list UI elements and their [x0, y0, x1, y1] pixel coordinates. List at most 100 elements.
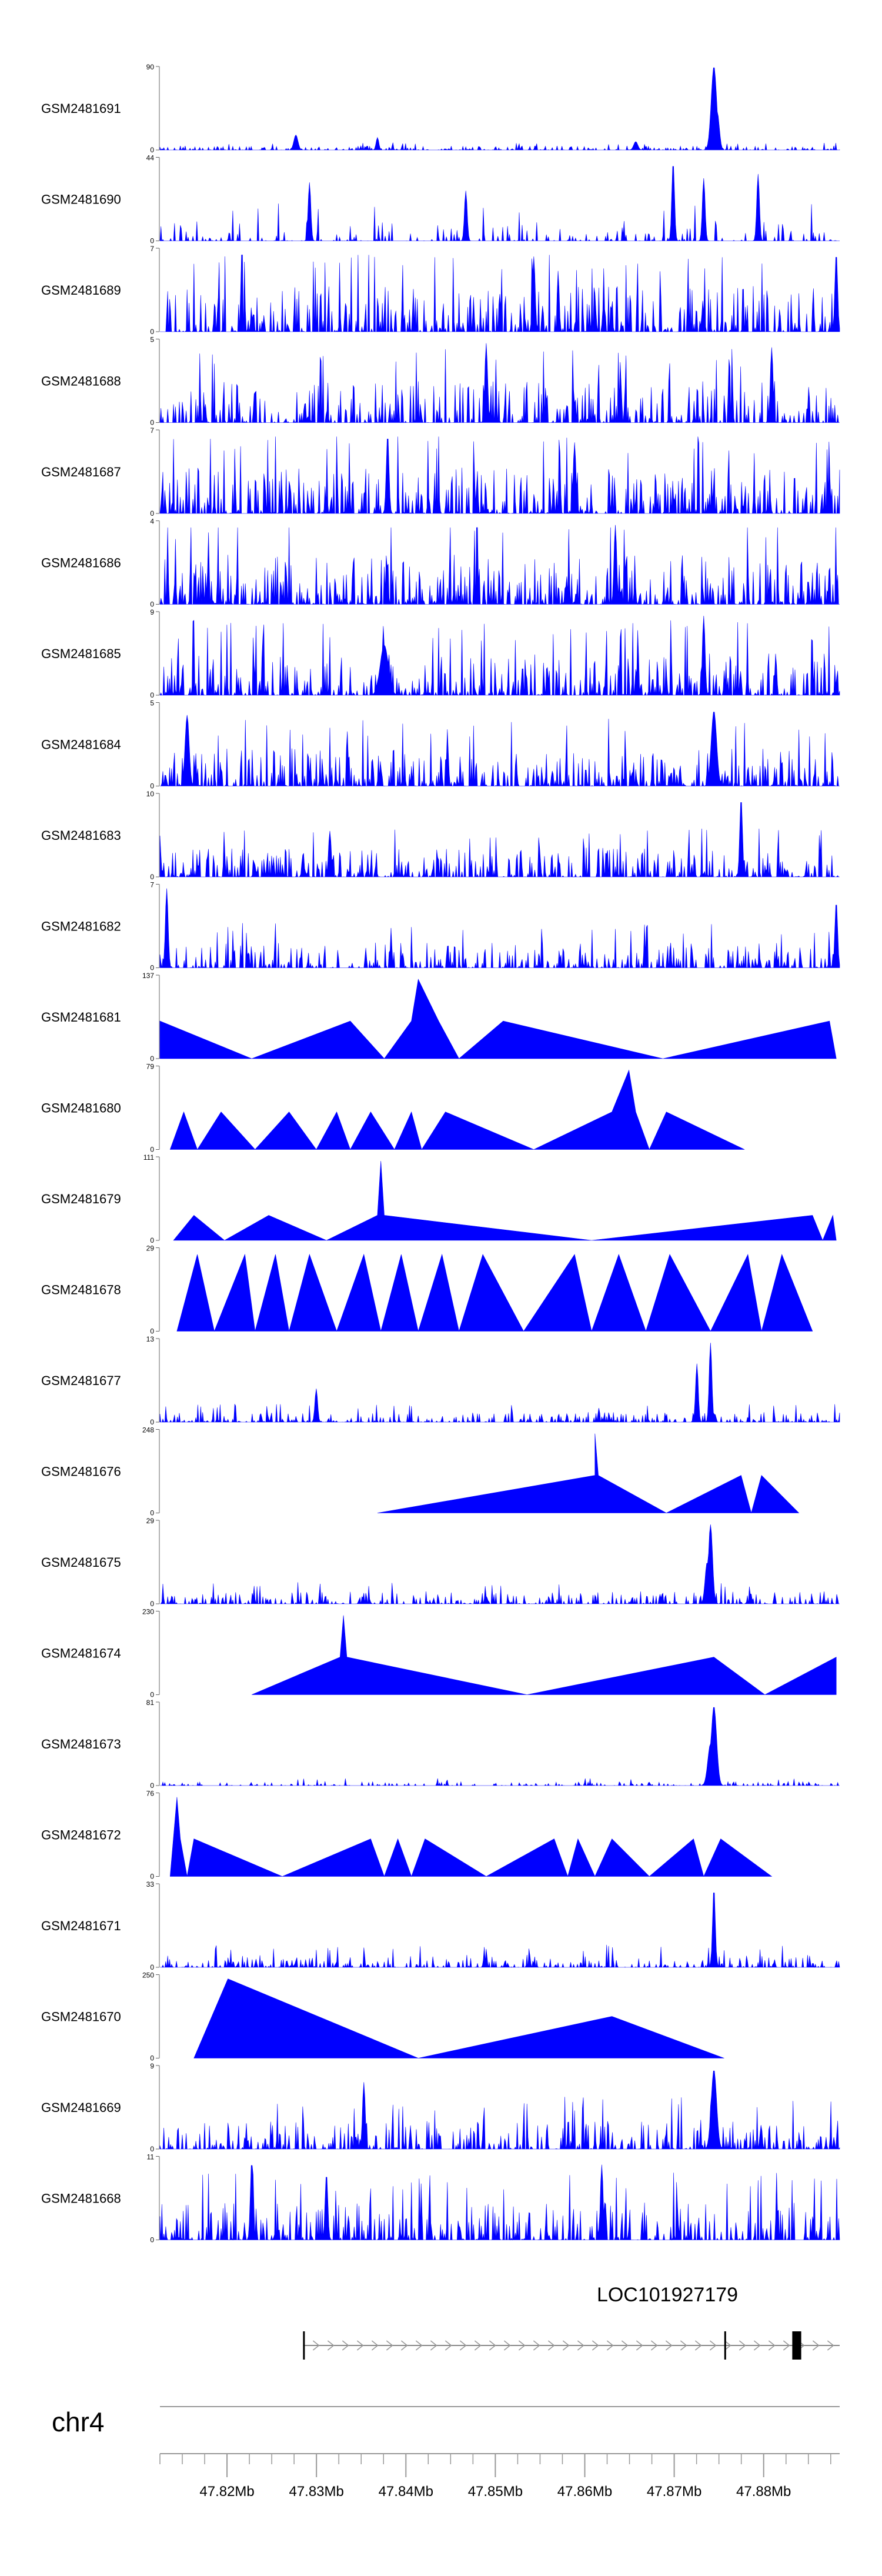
- strand-arrow: [621, 2340, 629, 2351]
- track-GSM2481671: GSM2481671 33 0: [41, 1880, 840, 1971]
- y-axis-min-label: 0: [150, 2054, 154, 2063]
- strand-arrow: [636, 2340, 643, 2351]
- y-axis-min-label: 0: [150, 1327, 154, 1336]
- strand-arrow: [768, 2340, 776, 2351]
- track-label: GSM2481691: [41, 101, 121, 116]
- track-label: GSM2481681: [41, 1010, 121, 1025]
- gene-label: LOC101927179: [597, 2284, 738, 2306]
- track-GSM2481670: GSM2481670 250 0: [41, 1971, 724, 2063]
- y-axis-min-label: 0: [150, 1600, 154, 1608]
- strand-arrow: [356, 2340, 364, 2351]
- strand-arrow: [827, 2340, 834, 2351]
- track-GSM2481676: GSM2481676 248 0: [41, 1426, 800, 1517]
- track-GSM2481687: GSM2481687 7 0: [41, 426, 840, 518]
- track-label: GSM2481676: [41, 1464, 121, 1479]
- track-GSM2481685: GSM2481685 9 0: [41, 608, 840, 699]
- strand-arrow: [489, 2340, 496, 2351]
- signal-area: [159, 802, 840, 878]
- track-label: GSM2481689: [41, 283, 121, 298]
- track-label: GSM2481670: [41, 2010, 121, 2024]
- signal-area: [169, 1069, 745, 1150]
- axis-tick-label: 47.83Mb: [289, 2484, 343, 2500]
- y-axis-min-label: 0: [150, 328, 154, 336]
- strand-arrow: [371, 2340, 379, 2351]
- signal-area: [159, 888, 840, 969]
- y-axis-max-label: 10: [146, 790, 155, 798]
- gene-exon: [303, 2331, 305, 2360]
- strand-arrow: [753, 2340, 761, 2351]
- signal-area: [159, 166, 840, 242]
- track-GSM2481673: GSM2481673 81 0: [41, 1699, 840, 1790]
- y-axis-max-label: 29: [146, 1517, 155, 1525]
- signal-area: [159, 2164, 840, 2241]
- y-axis-min-label: 0: [150, 691, 154, 699]
- strand-arrow: [518, 2340, 526, 2351]
- y-axis-min-label: 0: [150, 419, 154, 427]
- signal-area: [251, 1615, 837, 1695]
- strand-arrow: [694, 2340, 702, 2351]
- y-axis-max-label: 248: [142, 1426, 154, 1434]
- track-GSM2481677: GSM2481677 13 0: [41, 1335, 840, 1426]
- strand-arrow: [312, 2340, 320, 2351]
- signal-area: [159, 436, 840, 515]
- y-axis-min-label: 0: [150, 964, 154, 972]
- track-GSM2481689: GSM2481689 7 0: [41, 245, 840, 336]
- track-label: GSM2481673: [41, 1737, 121, 1751]
- track-label: GSM2481686: [41, 556, 121, 570]
- strand-arrow: [592, 2340, 599, 2351]
- strand-arrow: [503, 2340, 511, 2351]
- strand-arrow: [445, 2340, 452, 2351]
- strand-arrow: [650, 2340, 658, 2351]
- strand-arrow: [459, 2340, 467, 2351]
- y-axis-max-label: 11: [147, 2153, 155, 2161]
- y-axis-max-label: 13: [146, 1335, 155, 1343]
- y-axis-min-label: 0: [150, 2236, 154, 2244]
- signal-area: [159, 67, 840, 151]
- track-GSM2481681: GSM2481681 137 0: [41, 972, 837, 1063]
- strand-arrow: [327, 2340, 335, 2351]
- track-label: GSM2481683: [41, 828, 121, 843]
- y-axis-max-label: 230: [142, 1608, 154, 1616]
- y-axis-min-label: 0: [150, 1691, 154, 1699]
- track-label: GSM2481678: [41, 1283, 121, 1297]
- signal-area: [160, 1707, 840, 1787]
- strand-arrow: [606, 2340, 614, 2351]
- strand-arrow: [533, 2340, 540, 2351]
- strand-arrow: [665, 2340, 673, 2351]
- track-label: GSM2481688: [41, 374, 121, 389]
- strand-arrow: [709, 2340, 717, 2351]
- axis-tick-label: 47.86Mb: [557, 2484, 612, 2500]
- track-label: GSM2481668: [41, 2191, 121, 2206]
- axis-tick-label: 47.82Mb: [199, 2484, 254, 2500]
- y-axis-min-label: 0: [150, 2145, 154, 2153]
- y-axis-max-label: 33: [146, 1880, 155, 1888]
- strand-arrow: [577, 2340, 584, 2351]
- y-axis-min-label: 0: [150, 146, 154, 154]
- signal-area: [377, 1433, 800, 1514]
- y-axis-max-label: 9: [150, 2062, 154, 2070]
- y-axis-min-label: 0: [150, 1055, 154, 1063]
- track-GSM2481684: GSM2481684 5 0: [41, 699, 840, 790]
- track-GSM2481686: GSM2481686 4 0: [41, 518, 840, 609]
- y-axis-max-label: 7: [150, 245, 154, 253]
- y-axis-max-label: 5: [150, 336, 154, 344]
- gene-exon: [724, 2331, 726, 2360]
- strand-arrow: [739, 2340, 746, 2351]
- y-axis-max-label: 9: [150, 608, 154, 616]
- y-axis-max-label: 5: [150, 699, 154, 708]
- signal-area: [193, 1978, 724, 2058]
- y-axis-min-label: 0: [150, 600, 154, 609]
- track-label: GSM2481669: [41, 2100, 121, 2115]
- track-label: GSM2481685: [41, 646, 121, 661]
- signal-tracks: GSM2481691900GSM2481690440GSM248168970GS…: [41, 63, 840, 2244]
- y-axis-max-label: 44: [146, 154, 155, 162]
- y-axis-max-label: 79: [146, 1063, 155, 1071]
- track-GSM2481674: GSM2481674 230 0: [41, 1608, 837, 1699]
- signal-area: [169, 1797, 773, 1877]
- strand-arrow: [400, 2340, 408, 2351]
- signal-area: [159, 979, 837, 1059]
- track-label: GSM2481680: [41, 1101, 121, 1116]
- axis-tick-label: 47.87Mb: [647, 2484, 701, 2500]
- chromosome-label: chr4: [52, 2407, 104, 2437]
